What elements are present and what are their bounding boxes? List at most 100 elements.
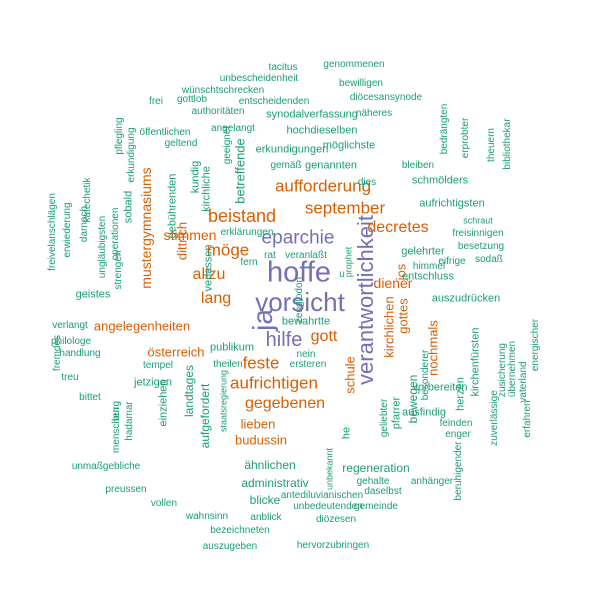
word-genommenen: genommenen xyxy=(323,59,385,70)
word-schmolders: schmölders xyxy=(411,174,469,187)
word-september: september xyxy=(304,198,386,218)
word-publikum: publikum xyxy=(209,341,255,354)
word-bittet: bittet xyxy=(79,392,101,403)
word-vollen: vollen xyxy=(150,498,178,509)
word-verlangt: verlangt xyxy=(52,320,88,331)
word-diocesansynode: diöcesansynode xyxy=(349,92,423,103)
word-kirchenfursten: kirchenfürsten xyxy=(469,327,482,397)
word-bewegen: bewegen xyxy=(406,374,420,424)
word-wunschtschrecken: wünschtschrecken xyxy=(181,85,265,96)
word-geltend: geltend xyxy=(164,138,198,149)
word-erkundigung: erkundigung xyxy=(126,127,137,183)
word-mustergymnasiums: mustergymnasiums xyxy=(138,167,154,289)
word-energischer: energischer xyxy=(530,318,541,372)
word-veranlasst: veranlaßt xyxy=(285,250,327,261)
word-hervorzubringen: hervorzubringen xyxy=(296,540,370,551)
word-bewahrtte: bewahrtte xyxy=(281,315,331,328)
word-vorsicht: vorsicht xyxy=(255,287,345,317)
word-administrativ: administrativ xyxy=(241,476,309,490)
word-gottes: gottes xyxy=(395,298,411,334)
word-theilen: theilen xyxy=(213,359,243,370)
word-herzen: herzen xyxy=(454,377,467,411)
word-kirchliche: kirchliche xyxy=(200,166,213,212)
word-pflegling: pflegling xyxy=(114,117,125,155)
word-stimmen: stimmen xyxy=(163,227,217,243)
word-erkundigungen: erkundigungen xyxy=(255,143,329,156)
word-betreffende: betreffende xyxy=(232,138,248,204)
word-offentlichen: öffentlichen xyxy=(139,127,191,138)
word-ahnlichen: ähnlichen xyxy=(244,458,296,472)
word-lang: lang xyxy=(200,290,232,307)
word-menschen: menschen xyxy=(111,406,122,454)
word-bibliothekar: bibliothekar xyxy=(502,118,513,170)
word-ersteren: ersteren xyxy=(289,359,327,370)
word-darnach: darnach xyxy=(79,205,90,243)
word-erfahren: erfahren xyxy=(522,400,533,438)
word-zeuglodon: zeuglodon xyxy=(294,276,305,324)
word-hilfe: hilfe xyxy=(265,329,303,351)
word-gottlob: gottlob xyxy=(176,94,208,105)
word-diener: diener xyxy=(373,275,413,291)
word-he: he xyxy=(340,426,353,440)
word-vorbereiten: vorbereiten xyxy=(412,381,468,394)
word-sobald: sobald xyxy=(122,190,135,224)
word-geeignet: geeignet xyxy=(222,125,233,165)
word-nein: nein xyxy=(296,349,316,360)
word-u: u xyxy=(339,269,345,280)
word-diozesen: diözesen xyxy=(315,514,357,525)
word-entscheidenden: entscheidenden xyxy=(238,96,310,107)
word-vaterland: vaterland xyxy=(518,361,529,403)
word-preussen: preussen xyxy=(105,484,147,495)
word-gehalte: gehalte xyxy=(356,476,390,487)
word-unglaubigsten: ungläubigsten xyxy=(97,215,108,279)
word-aufrichtigen: aufrichtigen xyxy=(230,373,318,393)
word-treu: treu xyxy=(61,372,79,383)
word-verantwortlichkeit: verantwortlichkeit xyxy=(353,215,378,385)
word-hochdieselben: hochdieselben xyxy=(286,124,358,137)
word-regeneration: regeneration xyxy=(342,461,410,475)
word-synodalverfassung: synodalverfassung xyxy=(266,108,358,121)
word-theuern: theuern xyxy=(486,128,497,162)
word-zuverlassige: zuverlässige xyxy=(489,390,500,446)
word-aufforderung: aufforderung xyxy=(274,176,372,196)
word-gemass: gemäß xyxy=(270,160,302,171)
word-geistes: geistes xyxy=(75,288,111,301)
word-unmassgebliche: unmaßgebliche xyxy=(71,461,141,472)
word-freisinnigen: freisinnigen xyxy=(452,228,504,239)
word-prophet: prophet xyxy=(343,246,354,278)
word-unbescheidenheit: unbescheidenheit xyxy=(219,73,299,84)
word-rat: rat xyxy=(264,250,276,261)
word-geliebter: geliebter xyxy=(379,398,390,438)
word-beruhigender: beruhigender xyxy=(453,441,464,501)
word-moglichste: möglichste xyxy=(322,139,376,152)
word-strengen: strengen xyxy=(113,250,124,290)
word-moge: möge xyxy=(206,240,250,260)
word-jetzigen: jetzigen xyxy=(134,376,172,389)
word-angelangt: angelangt xyxy=(211,123,255,134)
word-budussin: budussin xyxy=(234,432,288,448)
word-enger: enger xyxy=(445,429,471,440)
word-daselbst: daselbst xyxy=(364,486,402,497)
word-besetzung: besetzung xyxy=(457,241,505,252)
word-antediluvianischen: antediluvianischen xyxy=(280,490,364,501)
word-kirchlichen: kirchlichen xyxy=(381,296,397,358)
word-verlassen: verlassen xyxy=(202,244,215,292)
word-ausfindig: ausfindig xyxy=(401,406,447,419)
word-gebuhrenden: gebührenden xyxy=(166,173,179,239)
word-decretes: decretes xyxy=(367,219,429,236)
word-ubernehmen: übernehmen xyxy=(507,340,518,398)
word-angelegenheiten: angelegenheiten xyxy=(93,318,191,334)
word-eifrige: eifrige xyxy=(438,256,466,267)
word-philologe: philologe xyxy=(50,336,92,347)
word-eparchie: eparchie xyxy=(261,227,335,249)
word-genannten: genannten xyxy=(305,159,357,172)
word-osterreich: österreich xyxy=(147,344,205,360)
word-auszudrucken: auszudrücken xyxy=(431,292,501,305)
word-landtages: landtages xyxy=(182,364,196,418)
word-auszugeben: auszugeben xyxy=(202,541,258,552)
word-himmel: himmel xyxy=(412,261,446,272)
word-ja: ja xyxy=(247,309,278,331)
word-tacitus: tacitus xyxy=(268,62,298,73)
word-gott: gott xyxy=(310,328,338,345)
